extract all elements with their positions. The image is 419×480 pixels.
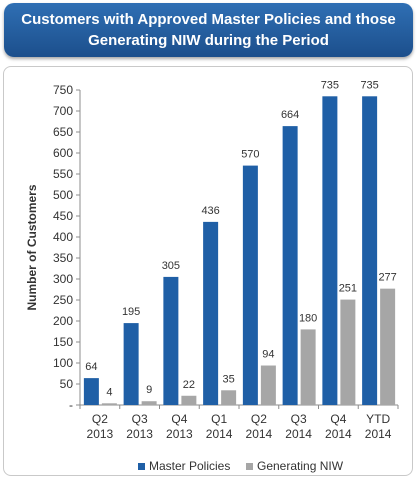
y-tick-label: 50 bbox=[60, 377, 74, 391]
bar-master-policies bbox=[282, 126, 298, 406]
x-tick-label: Q3 bbox=[132, 412, 148, 426]
y-tick-label: 500 bbox=[53, 188, 73, 202]
y-tick-label: 300 bbox=[53, 272, 73, 286]
bar-master-policies bbox=[362, 96, 378, 406]
x-tick-label: Q1 bbox=[211, 412, 227, 426]
y-tick-label: 100 bbox=[53, 356, 73, 370]
data-label-generating-niw: 251 bbox=[339, 283, 357, 295]
bar-master-policies bbox=[242, 165, 258, 405]
legend-label: Master Policies bbox=[149, 459, 230, 473]
x-tick-label-year: 2013 bbox=[166, 427, 193, 441]
x-tick-label-year: 2013 bbox=[87, 427, 114, 441]
data-label-master-policies: 664 bbox=[281, 109, 299, 121]
y-axis-label: Number of Customers bbox=[25, 184, 39, 310]
y-tick-label: 750 bbox=[53, 83, 73, 97]
y-tick-label: 150 bbox=[53, 335, 73, 349]
data-label-generating-niw: 277 bbox=[378, 272, 396, 284]
x-tick-label-year: 2014 bbox=[206, 427, 233, 441]
chart-title-banner: Customers with Approved Master Policies … bbox=[4, 3, 413, 57]
chart-title: Customers with Approved Master Policies … bbox=[21, 11, 396, 49]
legend-label: Generating NIW bbox=[257, 459, 344, 473]
y-tick-label: 650 bbox=[53, 125, 73, 139]
y-tick-label: 200 bbox=[53, 314, 73, 328]
data-label-generating-niw: 180 bbox=[299, 312, 317, 324]
x-tick-label: Q4 bbox=[330, 412, 346, 426]
data-label-master-policies: 735 bbox=[360, 79, 378, 91]
data-label-master-policies: 735 bbox=[321, 79, 339, 91]
y-tick-label: 550 bbox=[53, 167, 73, 181]
y-tick-label: 250 bbox=[53, 293, 73, 307]
bar-master-policies bbox=[203, 221, 219, 405]
y-tick-label: - bbox=[69, 398, 73, 412]
y-tick-label: 700 bbox=[53, 104, 73, 118]
bar-generating-niw bbox=[300, 329, 316, 405]
bar-master-policies bbox=[163, 276, 179, 405]
bar-generating-niw bbox=[141, 401, 157, 405]
data-label-generating-niw: 22 bbox=[183, 379, 195, 391]
y-tick-label: 350 bbox=[53, 251, 73, 265]
x-tick-label: YTD bbox=[366, 412, 390, 426]
data-label-generating-niw: 94 bbox=[262, 349, 274, 361]
x-tick-label: Q4 bbox=[171, 412, 187, 426]
x-tick-label-year: 2014 bbox=[365, 427, 392, 441]
data-label-generating-niw: 35 bbox=[223, 373, 235, 385]
legend-swatch bbox=[246, 463, 253, 470]
bar-master-policies bbox=[83, 378, 99, 405]
y-tick-label: 450 bbox=[53, 209, 73, 223]
data-label-master-policies: 436 bbox=[201, 205, 219, 217]
bar-generating-niw bbox=[221, 390, 237, 405]
x-tick-label-year: 2013 bbox=[126, 427, 153, 441]
x-tick-label: Q2 bbox=[251, 412, 267, 426]
bar-master-policies bbox=[123, 323, 139, 405]
data-label-master-policies: 64 bbox=[85, 361, 97, 373]
x-tick-label-year: 2014 bbox=[285, 427, 312, 441]
bar-generating-niw bbox=[181, 395, 197, 405]
bar-generating-niw bbox=[101, 403, 117, 405]
legend-swatch bbox=[138, 463, 145, 470]
data-label-master-policies: 305 bbox=[162, 260, 180, 272]
x-tick-label-year: 2014 bbox=[325, 427, 352, 441]
bar-generating-niw bbox=[340, 299, 356, 405]
data-label-generating-niw: 4 bbox=[106, 386, 112, 398]
x-tick-label-year: 2014 bbox=[246, 427, 273, 441]
y-tick-label: 600 bbox=[53, 146, 73, 160]
x-tick-label: Q2 bbox=[92, 412, 108, 426]
data-label-master-policies: 570 bbox=[241, 149, 259, 161]
data-label-master-policies: 195 bbox=[122, 306, 140, 318]
bar-generating-niw bbox=[380, 288, 396, 405]
x-tick-label: Q3 bbox=[291, 412, 307, 426]
data-label-generating-niw: 9 bbox=[146, 384, 152, 396]
bar-generating-niw bbox=[260, 365, 276, 405]
y-tick-label: 400 bbox=[53, 230, 73, 244]
bar-master-policies bbox=[322, 96, 338, 406]
